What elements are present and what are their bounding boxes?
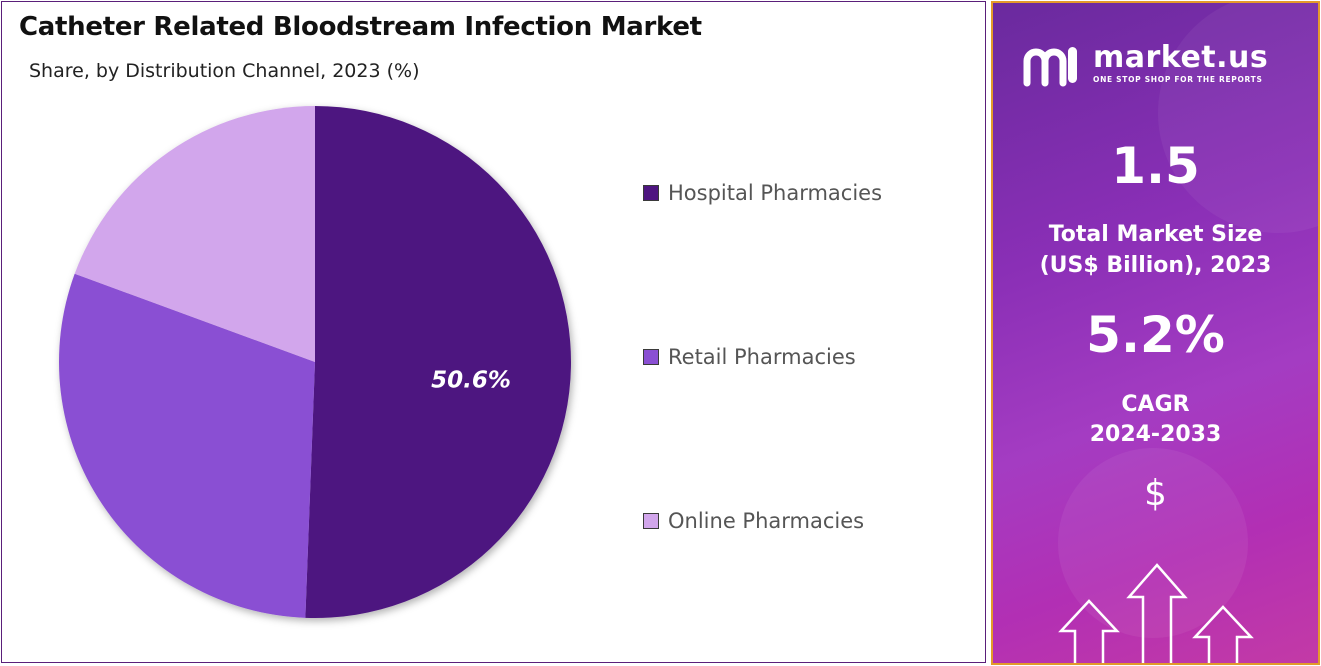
legend-swatch-hospital-pharmacies	[643, 185, 659, 201]
cagr-label: CAGR	[1121, 392, 1190, 417]
chart-title: Catheter Related Bloodstream Infection M…	[19, 12, 702, 42]
market-summary-panel: market.us ONE STOP SHOP FOR THE REPORTS …	[991, 1, 1320, 665]
market-size-label-line1: Total Market Size	[1048, 222, 1263, 247]
brand: market.us ONE STOP SHOP FOR THE REPORTS	[1021, 43, 1268, 87]
brand-tagline: ONE STOP SHOP FOR THE REPORTS	[1093, 75, 1263, 84]
legend-swatch-retail-pharmacies	[643, 349, 659, 365]
legend-swatch-online-pharmacies	[643, 513, 659, 529]
pie-slice-hospital-pharmacies	[305, 106, 571, 618]
data-label-hospital-pharmacies: 50.6%	[431, 367, 511, 393]
legend-item-hospital-pharmacies: Hospital Pharmacies	[643, 181, 963, 205]
pie-slice-online-pharmacies	[74, 106, 315, 362]
pie-chart: 50.6%	[58, 106, 571, 618]
legend-item-retail-pharmacies: Retail Pharmacies	[643, 345, 963, 369]
market-size-value: 1.5	[1111, 137, 1200, 195]
chart-panel: Catheter Related Bloodstream Infection M…	[1, 1, 986, 663]
legend-label-online-pharmacies: Online Pharmacies	[668, 509, 865, 533]
up-arrow-icon	[1058, 563, 1254, 663]
chart-subtitle: Share, by Distribution Channel, 2023 (%)	[29, 60, 420, 82]
background-decoration	[1058, 3, 1318, 663]
market-us-logo-icon	[1023, 47, 1077, 87]
cagr-period: 2024-2033	[1089, 422, 1222, 447]
legend-item-online-pharmacies: Online Pharmacies	[643, 509, 963, 533]
legend-label-hospital-pharmacies: Hospital Pharmacies	[668, 181, 883, 205]
brand-name: market.us	[1093, 40, 1269, 75]
dollar-icon: $	[1144, 473, 1167, 514]
legend-label-retail-pharmacies: Retail Pharmacies	[668, 345, 856, 369]
pie-slice-retail-pharmacies	[58, 273, 315, 618]
cagr-value: 5.2%	[1086, 306, 1225, 364]
market-size-label-line2: (US$ Billion), 2023	[1039, 253, 1272, 278]
